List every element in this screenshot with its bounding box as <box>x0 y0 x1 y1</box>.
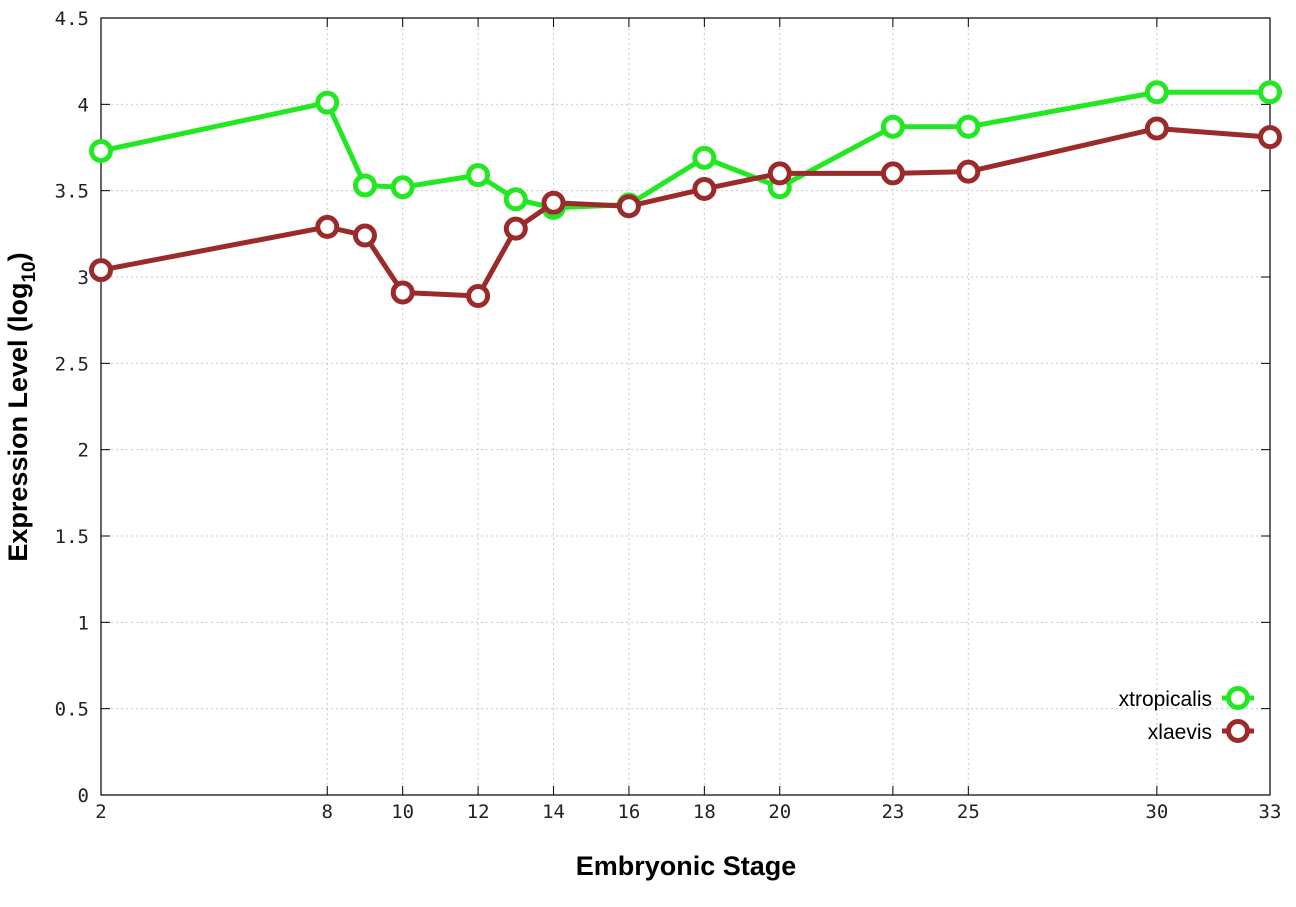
data-point-xlaevis <box>767 161 792 186</box>
plot-frame <box>100 17 1271 796</box>
grid-lines <box>101 18 1270 795</box>
y-tick-label: 4 <box>78 94 89 116</box>
series-line-xlaevis <box>98 126 1273 299</box>
y-tick-label: 4.5 <box>55 8 89 30</box>
y-axis-title-subscript: 10 <box>19 261 40 282</box>
x-tick-label: 12 <box>467 801 490 823</box>
data-point-xlaevis <box>89 258 113 283</box>
y-tick-label: 3 <box>78 267 89 289</box>
data-point-xtropicalis <box>352 173 377 198</box>
x-tick-label: 30 <box>1145 801 1168 823</box>
data-point-xlaevis <box>503 216 528 241</box>
series-layer <box>89 80 1282 308</box>
y-axis-title-main: Expression Level (log <box>3 283 33 562</box>
data-point-xlaevis <box>352 223 377 248</box>
axis-ticks: 2 8 10 12 14 16 18 20 23 25 30 33 0 0.5 1 1.5 2 2.5 3 3.5 4 4… <box>55 8 1282 823</box>
x-tick-label: 23 <box>881 801 904 823</box>
series-xtropicalis <box>89 80 1282 220</box>
data-point-xlaevis <box>692 176 717 201</box>
data-point-xlaevis <box>541 190 566 215</box>
y-tick-label: 1.5 <box>55 526 89 548</box>
data-point-xtropicalis <box>1258 80 1282 105</box>
data-point-xlaevis <box>616 194 641 219</box>
data-point-xtropicalis <box>89 138 113 163</box>
legend-label-xlaevis: xlaevis <box>1148 721 1212 744</box>
data-point-xtropicalis <box>956 114 981 139</box>
x-tick-label: 33 <box>1259 801 1282 823</box>
x-tick-label: 20 <box>768 801 791 823</box>
y-tick-label: 2 <box>78 440 89 462</box>
data-point-xtropicalis <box>503 187 528 212</box>
data-point-xtropicalis <box>692 145 717 170</box>
legend-marker-xlaevis <box>1226 719 1250 743</box>
y-axis-title: Expression Level (log10) <box>3 252 40 561</box>
x-tick-label: 14 <box>542 801 565 823</box>
data-point-xlaevis <box>880 161 905 186</box>
x-tick-label: 10 <box>391 801 414 823</box>
y-tick-label: 1 <box>78 612 89 634</box>
data-point-xtropicalis <box>880 114 905 139</box>
data-point-xtropicalis <box>390 175 415 200</box>
legend-label-xtropicalis: xtropicalis <box>1119 688 1212 711</box>
x-tick-label: 25 <box>957 801 980 823</box>
legend: xtropicalis xlaevis <box>1119 686 1254 744</box>
data-point-xlaevis <box>315 214 340 239</box>
data-point-xtropicalis <box>466 163 491 188</box>
y-axis-title-close: ) <box>3 252 33 261</box>
data-point-xlaevis <box>1144 116 1169 141</box>
y-tick-label: 3.5 <box>55 181 89 203</box>
data-point-xtropicalis <box>1144 80 1169 105</box>
x-axis-title: Embryonic Stage <box>576 851 797 881</box>
y-tick-label: 2.5 <box>55 353 89 375</box>
y-tick-label: 0.5 <box>55 699 89 721</box>
data-point-xlaevis <box>390 280 415 305</box>
legend-marker-xtropicalis <box>1226 686 1250 710</box>
data-point-xtropicalis <box>315 90 340 115</box>
x-tick-label: 18 <box>693 801 716 823</box>
data-point-xlaevis <box>956 159 981 184</box>
data-point-xlaevis <box>466 283 491 308</box>
x-tick-label: 8 <box>322 801 333 823</box>
x-tick-label: 2 <box>95 801 106 823</box>
series-xlaevis <box>89 116 1282 308</box>
x-tick-label: 16 <box>617 801 640 823</box>
y-tick-label: 0 <box>78 785 89 807</box>
data-point-xlaevis <box>1258 125 1282 150</box>
